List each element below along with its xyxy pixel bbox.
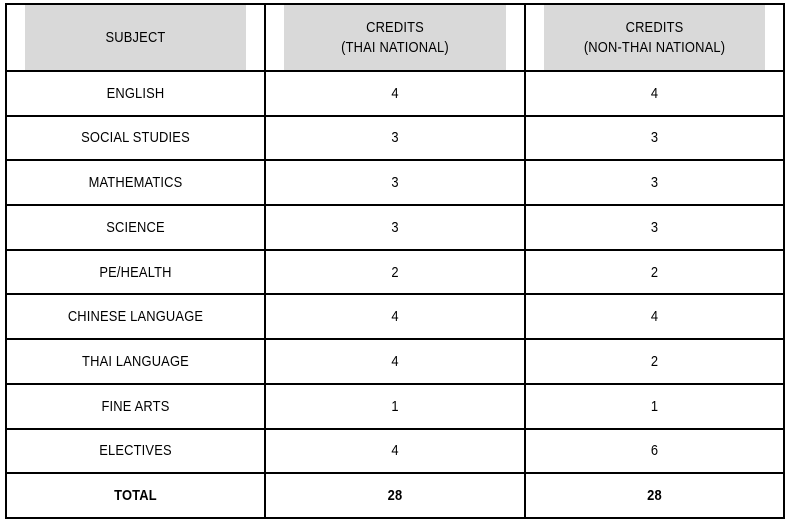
cell-credits-thai: 2 bbox=[282, 248, 508, 296]
cell-subject: PE/HEALTH bbox=[23, 248, 248, 296]
cell-subject: MATHEMATICS bbox=[23, 159, 248, 207]
cell-credits-thai: 4 bbox=[282, 293, 508, 341]
table-row: SCIENCE 3 3 bbox=[6, 204, 784, 251]
cell-credits-non-thai: 4 bbox=[542, 293, 767, 341]
cell-credits-thai-total: 28 bbox=[282, 472, 508, 519]
cell-subject: FINE ARTS bbox=[23, 382, 248, 430]
cell-credits-thai: 4 bbox=[282, 427, 508, 475]
column-header-subject: SUBJECT bbox=[23, 3, 248, 72]
column-header-credits-thai-national: CREDITS (THAI NATIONAL) bbox=[282, 3, 508, 72]
cell-subject: SCIENCE bbox=[23, 204, 248, 251]
cell-credits-thai: 4 bbox=[282, 338, 508, 385]
cell-subject: ENGLISH bbox=[23, 70, 248, 117]
cell-credits-thai: 3 bbox=[282, 114, 508, 162]
cell-credits-non-thai: 3 bbox=[542, 159, 767, 207]
column-header-credits-non-thai-national: CREDITS (NON-THAI NATIONAL) bbox=[542, 3, 767, 72]
table-row: SOCIAL STUDIES 3 3 bbox=[6, 114, 784, 162]
table-row: PE/HEALTH 2 2 bbox=[6, 248, 784, 296]
cell-credits-non-thai: 3 bbox=[542, 114, 767, 162]
cell-subject-total: TOTAL bbox=[23, 472, 248, 519]
credits-table-container: SUBJECT CREDITS (THAI NATIONAL) CREDITS … bbox=[5, 3, 785, 519]
table-row: MATHEMATICS 3 3 bbox=[6, 159, 784, 207]
table-header: SUBJECT CREDITS (THAI NATIONAL) CREDITS … bbox=[6, 3, 784, 72]
column-header-credits-non-thai-line1: CREDITS bbox=[625, 18, 684, 36]
cell-credits-thai: 3 bbox=[282, 159, 508, 207]
cell-subject: SOCIAL STUDIES bbox=[23, 114, 248, 162]
cell-credits-non-thai: 1 bbox=[542, 382, 767, 430]
table-body: ENGLISH 4 4 SOCIAL STUDIES 3 3 MATHEMATICS 3 3 SC… bbox=[6, 70, 784, 519]
column-header-credits-thai-line2: (THAI NATIONAL) bbox=[341, 39, 449, 56]
cell-subject: ELECTIVES bbox=[23, 427, 248, 475]
column-header-credits-non-thai-line2: (NON-THAI NATIONAL) bbox=[583, 39, 726, 56]
cell-subject: CHINESE LANGUAGE bbox=[23, 293, 248, 341]
cell-credits-thai: 3 bbox=[282, 204, 508, 251]
table-row: ENGLISH 4 4 bbox=[6, 70, 784, 117]
cell-credits-non-thai: 2 bbox=[542, 248, 767, 296]
cell-credits-non-thai: 3 bbox=[542, 204, 767, 251]
column-header-subject-line1: SUBJECT bbox=[105, 28, 166, 46]
table-row: FINE ARTS 1 1 bbox=[6, 382, 784, 430]
cell-subject: THAI LANGUAGE bbox=[23, 338, 248, 385]
cell-credits-thai: 1 bbox=[282, 382, 508, 430]
cell-credits-non-thai: 6 bbox=[542, 427, 767, 475]
table-row: TOTAL 28 28 bbox=[6, 472, 784, 519]
cell-credits-non-thai: 4 bbox=[542, 70, 767, 117]
cell-credits-thai: 4 bbox=[282, 70, 508, 117]
table-row: CHINESE LANGUAGE 4 4 bbox=[6, 293, 784, 341]
table-row: THAI LANGUAGE 4 2 bbox=[6, 338, 784, 385]
column-header-credits-thai-line1: CREDITS bbox=[366, 18, 424, 36]
table-row: ELECTIVES 4 6 bbox=[6, 427, 784, 475]
subject-credits-table: SUBJECT CREDITS (THAI NATIONAL) CREDITS … bbox=[5, 3, 785, 519]
cell-credits-non-thai-total: 28 bbox=[542, 472, 767, 519]
cell-credits-non-thai: 2 bbox=[542, 338, 767, 385]
table-header-row: SUBJECT CREDITS (THAI NATIONAL) CREDITS … bbox=[6, 3, 784, 72]
